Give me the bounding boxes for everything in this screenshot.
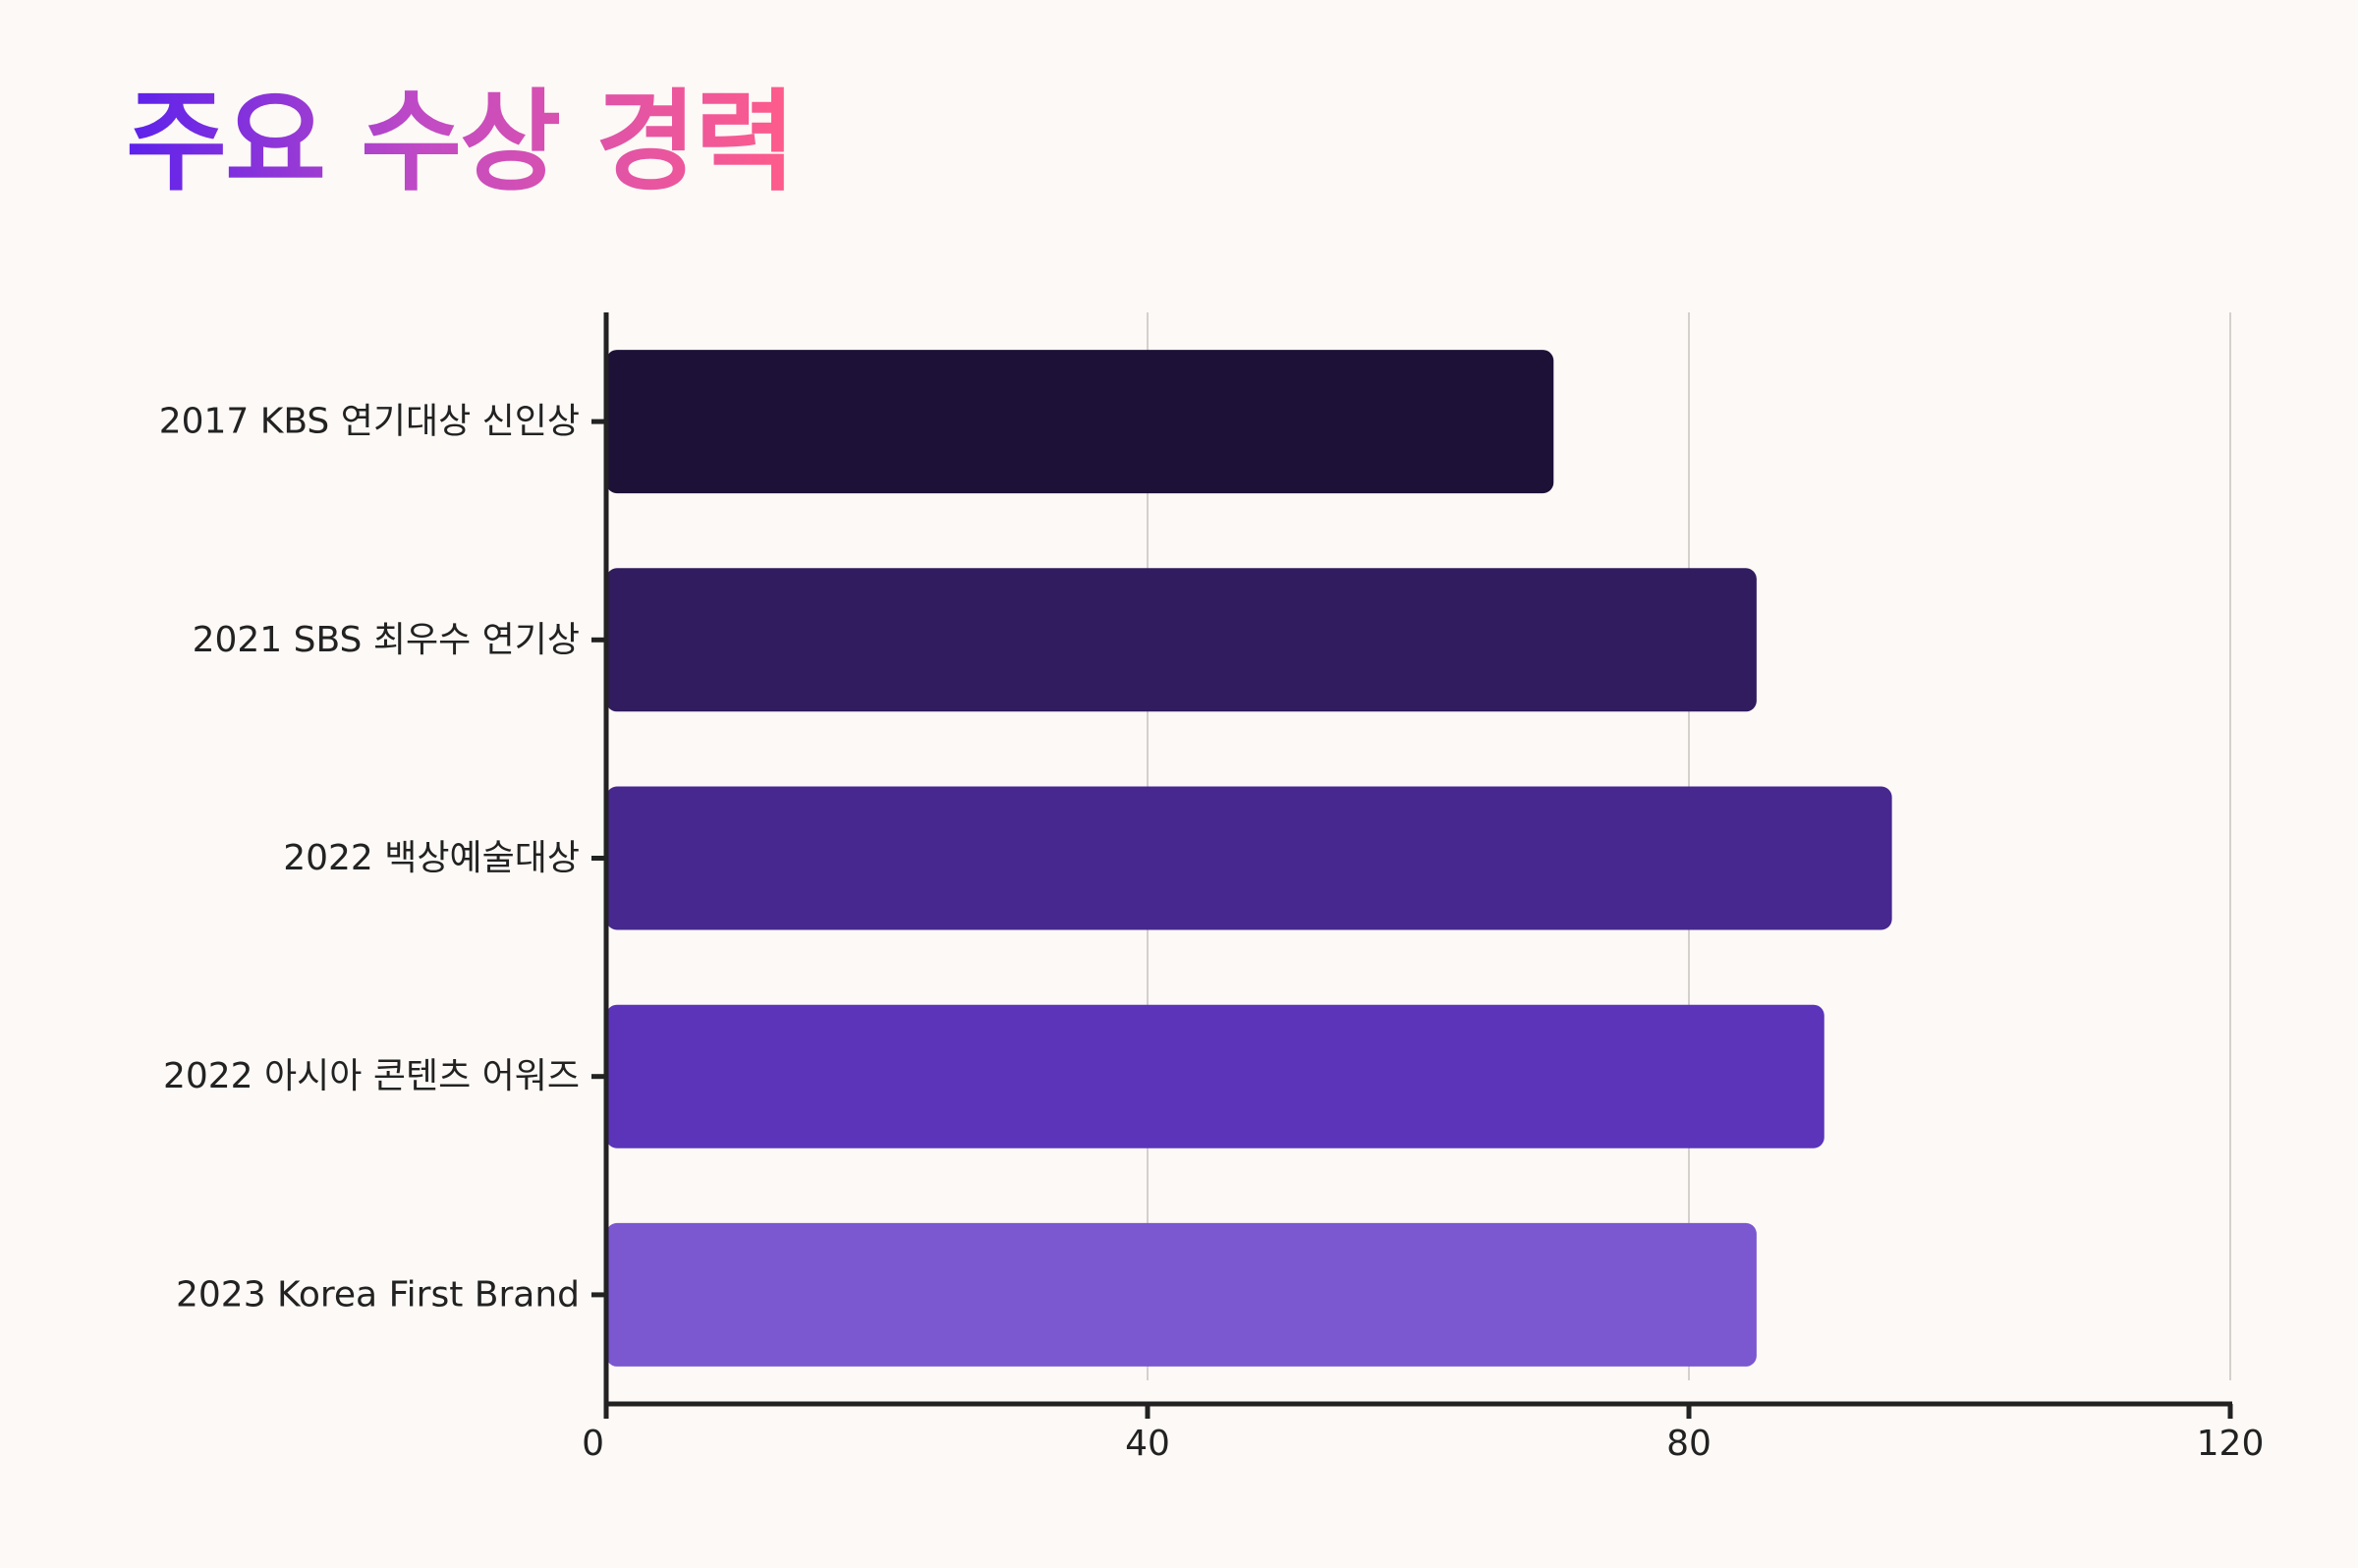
category-label: 2022 아시아 콘텐츠 어워즈 bbox=[163, 1056, 580, 1096]
x-tick-label: 0 bbox=[582, 1424, 604, 1464]
bar bbox=[606, 1004, 1825, 1148]
bar bbox=[606, 786, 1892, 930]
category-label: 2017 KBS 연기대상 신인상 bbox=[159, 402, 580, 442]
bar bbox=[606, 350, 1554, 494]
bar bbox=[606, 568, 1757, 712]
x-tick-label: 120 bbox=[2197, 1424, 2265, 1464]
category-label: 2021 SBS 최우수 연기상 bbox=[193, 620, 580, 660]
bar bbox=[606, 1222, 1757, 1367]
category-label: 2022 백상예술대상 bbox=[283, 838, 580, 878]
category-label: 2023 Korea First Brand bbox=[176, 1274, 580, 1315]
x-tick-label: 40 bbox=[1125, 1424, 1170, 1464]
chart-title: 주요 수상 경력 bbox=[126, 77, 796, 208]
x-tick-label: 80 bbox=[1666, 1424, 1712, 1464]
